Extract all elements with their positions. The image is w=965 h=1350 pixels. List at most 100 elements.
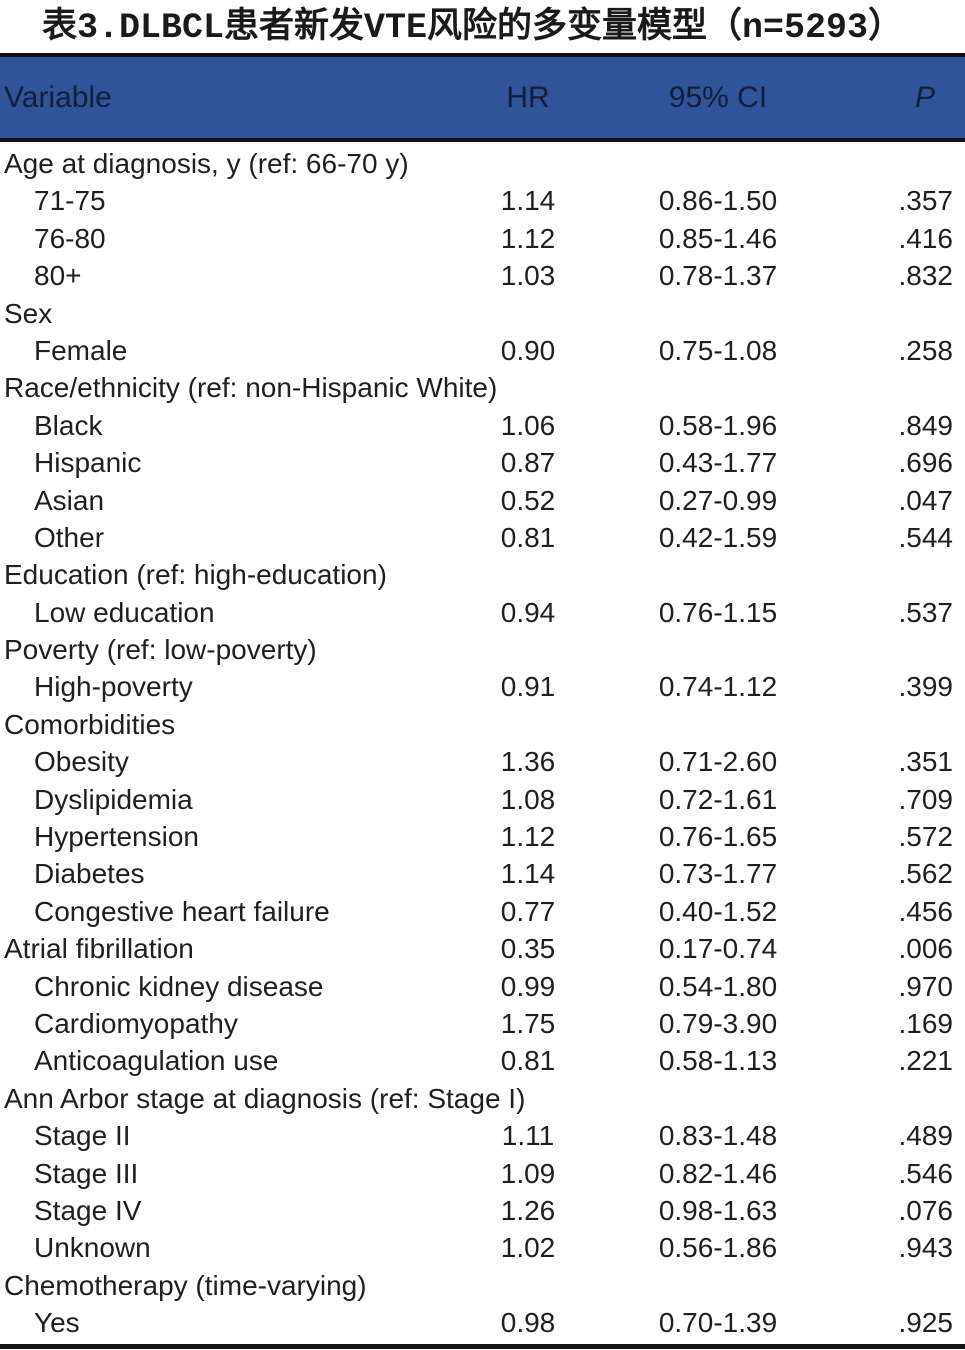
cell-hr: 1.26: [500, 1194, 556, 1226]
cell-variable: Female: [34, 334, 128, 366]
cell-p: .456: [898, 895, 954, 927]
table-row: Asian 0.52 0.27-0.99 .047: [0, 482, 965, 519]
table-row: Ann Arbor stage at diagnosis (ref: Stage…: [0, 1080, 965, 1117]
table-bottom-rule: [0, 1343, 965, 1349]
cell-variable: Stage III: [34, 1157, 139, 1189]
cell-ci: 0.54-1.80: [658, 970, 778, 1002]
table-row: Obesity 1.36 0.71-2.60 .351: [0, 743, 965, 780]
cell-p: .544: [898, 521, 954, 553]
cell-variable: Dyslipidemia: [34, 783, 193, 815]
table-row: Cardiomyopathy 1.75 0.79-3.90 .169: [0, 1005, 965, 1042]
cell-hr: 1.12: [500, 222, 556, 254]
cell-p: .572: [898, 821, 954, 853]
cell-variable: Education (ref: high-education): [4, 559, 387, 591]
cell-variable: Poverty (ref: low-poverty): [4, 634, 317, 666]
cell-ci: 0.75-1.08: [658, 334, 778, 366]
cell-ci: 0.58-1.96: [658, 409, 778, 441]
cell-variable: Yes: [34, 1307, 80, 1339]
cell-variable: 71-75: [34, 185, 106, 217]
cell-ci: 0.58-1.13: [658, 1045, 778, 1077]
cell-p: .047: [898, 484, 954, 516]
table-row: Education (ref: high-education): [0, 556, 965, 593]
table-row: Atrial fibrillation 0.35 0.17-0.74 .006: [0, 930, 965, 967]
cell-p: .970: [898, 970, 954, 1002]
table-row: Low education 0.94 0.76-1.15 .537: [0, 594, 965, 631]
cell-variable: Age at diagnosis, y (ref: 66-70 y): [4, 148, 409, 179]
column-header-hr: HR: [506, 80, 550, 114]
cell-ci: 0.70-1.39: [658, 1307, 778, 1339]
table-row: Diabetes 1.14 0.73-1.77 .562: [0, 855, 965, 892]
cell-p: .709: [898, 783, 954, 815]
cell-ci: 0.56-1.86: [658, 1232, 778, 1264]
table-row: Race/ethnicity (ref: non-Hispanic White): [0, 369, 965, 406]
cell-p: .399: [898, 671, 954, 703]
cell-p: .489: [898, 1120, 954, 1152]
cell-hr: 1.36: [500, 746, 556, 778]
cell-variable: Cardiomyopathy: [34, 1007, 238, 1039]
cell-hr: 1.75: [500, 1007, 556, 1039]
cell-variable: Stage IV: [34, 1194, 142, 1226]
cell-variable: Diabetes: [34, 858, 145, 890]
table-row: Congestive heart failure 0.77 0.40-1.52 …: [0, 893, 965, 930]
cell-ci: 0.72-1.61: [658, 783, 778, 815]
table-row: Hypertension 1.12 0.76-1.65 .572: [0, 818, 965, 855]
column-header-p: P: [914, 80, 935, 114]
cell-variable: Black: [34, 409, 103, 441]
table-row: Dyslipidemia 1.08 0.72-1.61 .709: [0, 781, 965, 818]
cell-ci: 0.79-3.90: [658, 1007, 778, 1039]
cell-hr: 0.91: [500, 671, 556, 703]
cell-variable: Sex: [4, 297, 53, 329]
table-row: Yes 0.98 0.70-1.39 .925: [0, 1304, 965, 1341]
cell-variable: Congestive heart failure: [34, 895, 330, 927]
cell-ci: 0.86-1.50: [658, 185, 778, 217]
table-body: Age at diagnosis, y (ref: 66-70 y) 71-75…: [0, 142, 965, 1342]
cell-hr: 0.77: [500, 895, 556, 927]
cell-hr: 0.94: [500, 596, 556, 628]
table-row: Stage II 1.11 0.83-1.48 .489: [0, 1117, 965, 1154]
cell-p: .696: [898, 447, 954, 479]
cell-ci: 0.40-1.52: [658, 895, 778, 927]
cell-hr: 1.14: [500, 185, 556, 217]
table-row: Anticoagulation use 0.81 0.58-1.13 .221: [0, 1042, 965, 1079]
cell-hr: 0.98: [500, 1307, 556, 1339]
cell-variable: Low education: [34, 596, 215, 628]
cell-hr: 0.99: [500, 970, 556, 1002]
cell-ci: 0.98-1.63: [658, 1194, 778, 1226]
cell-ci: 0.76-1.15: [658, 596, 778, 628]
cell-ci: 0.73-1.77: [658, 858, 778, 890]
table-row: Stage IV 1.26 0.98-1.63 .076: [0, 1192, 965, 1229]
table-row: 71-75 1.14 0.86-1.50 .357: [0, 182, 965, 219]
cell-p: .006: [898, 933, 954, 965]
cell-ci: 0.43-1.77: [658, 447, 778, 479]
cell-hr: 1.12: [500, 821, 556, 853]
cell-hr: 1.02: [500, 1232, 556, 1264]
table-row: Chronic kidney disease 0.99 0.54-1.80 .9…: [0, 968, 965, 1005]
table-row: Age at diagnosis, y (ref: 66-70 y): [0, 145, 965, 182]
column-header-ci: 95% CI: [668, 80, 768, 114]
table-row: High-poverty 0.91 0.74-1.12 .399: [0, 668, 965, 705]
table-title: 表3.DLBCL患者新发VTE风险的多变量模型（n=5293）: [42, 8, 904, 48]
cell-hr: 0.81: [500, 521, 556, 553]
cell-ci: 0.76-1.65: [658, 821, 778, 853]
cell-variable: Unknown: [34, 1232, 151, 1264]
cell-variable: Comorbidities: [4, 708, 176, 740]
cell-variable: Obesity: [34, 746, 129, 778]
cell-hr: 1.11: [501, 1120, 555, 1152]
cell-variable: Anticoagulation use: [34, 1045, 279, 1077]
cell-ci: 0.27-0.99: [658, 484, 778, 516]
cell-p: .351: [898, 746, 954, 778]
cell-variable: Other: [34, 521, 105, 553]
cell-ci: 0.71-2.60: [658, 746, 778, 778]
table-row: Other 0.81 0.42-1.59 .544: [0, 519, 965, 556]
cell-p: .416: [898, 222, 954, 254]
cell-variable: Atrial fibrillation: [4, 933, 194, 965]
cell-ci: 0.74-1.12: [658, 671, 778, 703]
table-row: Stage III 1.09 0.82-1.46 .546: [0, 1155, 965, 1192]
cell-hr: 1.09: [500, 1157, 556, 1189]
cell-p: .221: [898, 1045, 954, 1077]
cell-variable: Hypertension: [34, 821, 199, 853]
cell-p: .537: [898, 596, 954, 628]
cell-p: .258: [898, 334, 954, 366]
cell-variable: High-poverty: [34, 671, 193, 703]
cell-variable: Chronic kidney disease: [34, 970, 324, 1002]
